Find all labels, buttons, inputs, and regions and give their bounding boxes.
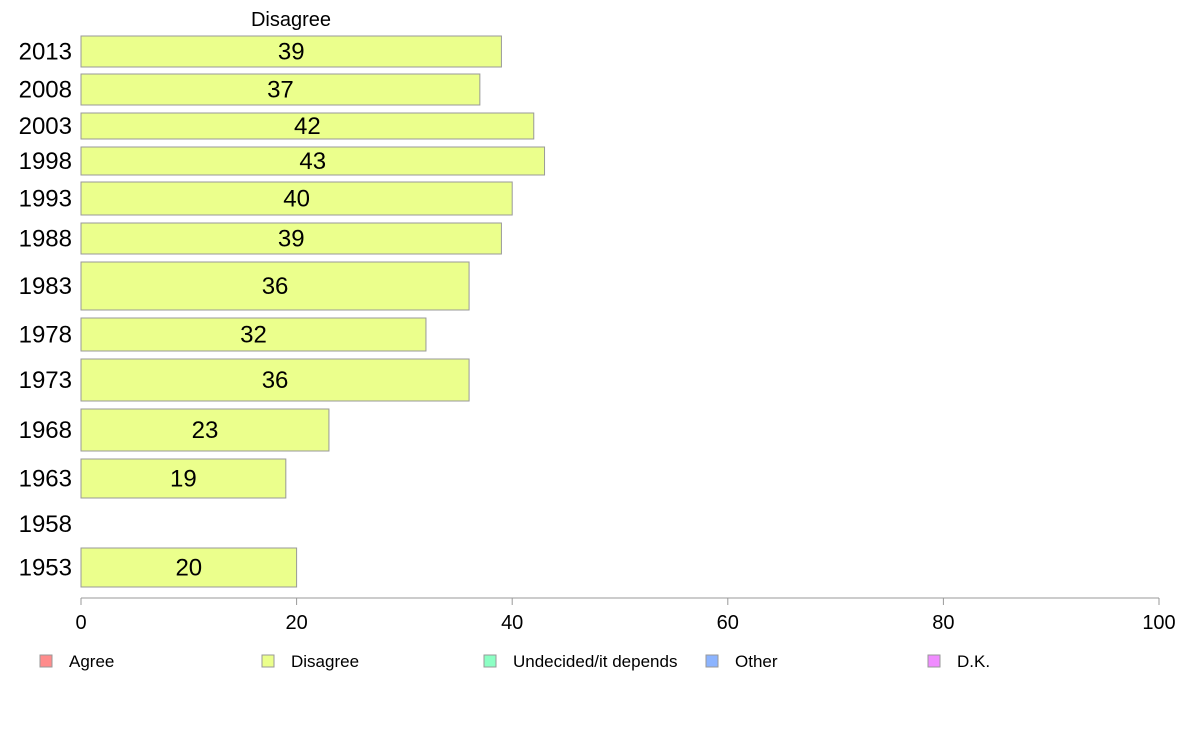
bar (80, 261, 470, 311)
legend-swatch (705, 654, 719, 668)
bar-value-label: 32 (240, 322, 267, 349)
bar (80, 181, 513, 216)
year-label: 1978 (19, 322, 72, 349)
bar (80, 146, 546, 176)
bar-value-label: 39 (278, 226, 305, 253)
x-tick-label: 100 (1142, 612, 1175, 634)
x-tick-label: 60 (717, 612, 739, 634)
bar-value-label: 36 (262, 367, 289, 394)
bar (80, 112, 535, 140)
bar (80, 458, 287, 499)
bar-value-label: 39 (278, 39, 305, 66)
year-label: 2013 (19, 39, 72, 66)
x-axis: 0 20 40 60 80 100 (75, 597, 1176, 634)
bar-value-label: 23 (192, 417, 219, 444)
x-tick-label: 20 (285, 612, 307, 634)
legend-label: Agree (69, 652, 114, 671)
bar (80, 408, 330, 452)
series-title: Disagree (251, 9, 331, 31)
year-label: 2003 (19, 113, 72, 140)
bar-value-label: 43 (299, 148, 326, 175)
bar-value-label: 40 (283, 186, 310, 213)
x-tick-label: 0 (75, 612, 86, 634)
bar-value-label: 20 (175, 555, 202, 582)
legend-label: Undecided/it depends (513, 652, 677, 671)
year-label: 1983 (19, 273, 72, 300)
legend-label: Disagree (291, 652, 359, 671)
x-tick-label: 80 (932, 612, 954, 634)
year-label: 1973 (19, 367, 72, 394)
x-tick-label: 40 (501, 612, 523, 634)
year-label: 1988 (19, 226, 72, 253)
legend-swatch (483, 654, 497, 668)
legend-label: Other (735, 652, 778, 671)
year-label: 2008 (19, 77, 72, 104)
legend-label: D.K. (957, 652, 990, 671)
bar (80, 35, 502, 68)
year-label: 1968 (19, 417, 72, 444)
bar (80, 317, 427, 352)
bar-value-label: 19 (170, 466, 197, 493)
year-label: 1993 (19, 186, 72, 213)
bar (80, 222, 502, 255)
year-label: 1963 (19, 466, 72, 493)
year-label: 1953 (19, 555, 72, 582)
legend-swatch (927, 654, 941, 668)
legend: Agree Disagree Undecided/it depends Other D.… (39, 652, 990, 671)
bars-group: 2013 39 2008 37 2003 42 1998 43 1993 40 1988 39 1983… (19, 35, 546, 588)
legend-swatch (39, 654, 53, 668)
year-label: 1998 (19, 148, 72, 175)
bar-value-label: 36 (262, 273, 289, 300)
year-label: 1958 (19, 511, 72, 538)
bar (80, 73, 481, 106)
bar-value-label: 37 (267, 77, 294, 104)
bar-value-label: 42 (294, 113, 321, 140)
legend-swatch (261, 654, 275, 668)
bar (80, 547, 298, 588)
bar (80, 358, 470, 402)
